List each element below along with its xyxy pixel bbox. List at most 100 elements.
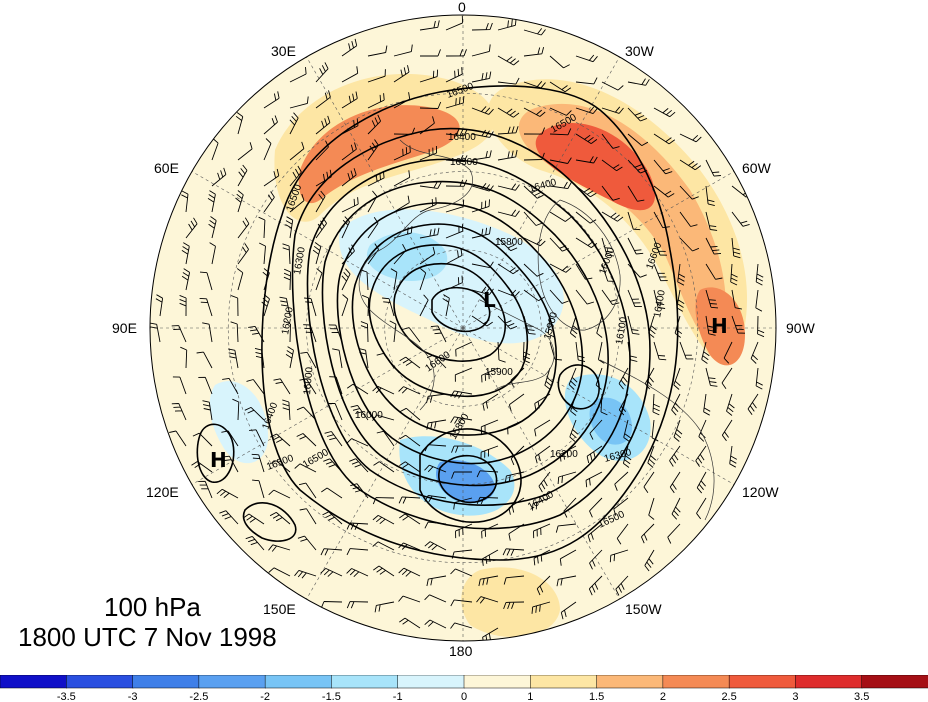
- wind-barb: [216, 488, 239, 499]
- wind-barb: [723, 341, 733, 364]
- wind-barb: [296, 406, 317, 421]
- wind-barb: [569, 315, 579, 338]
- wind-barb: [424, 594, 447, 603]
- wind-barb: [549, 107, 572, 116]
- wind-barb: [320, 567, 343, 577]
- wind-barb: [669, 445, 681, 467]
- wind-barb: [315, 169, 332, 187]
- wind-barb: [502, 548, 525, 556]
- wind-barb: [701, 341, 710, 364]
- contour-label: 16400: [448, 132, 476, 143]
- wind-barb: [671, 393, 681, 416]
- wind-barb: [254, 347, 265, 369]
- wind-barb: [601, 211, 624, 222]
- wind-barb: [523, 152, 545, 161]
- wind-barb: [419, 246, 436, 265]
- wind-barb: [237, 164, 248, 187]
- wind-barb: [237, 243, 249, 265]
- contour-label: 16200: [550, 449, 578, 460]
- wind-barb: [726, 393, 735, 416]
- wind-barb: [696, 471, 707, 494]
- wind-barb: [534, 419, 551, 437]
- contour-label: 16200: [280, 306, 296, 336]
- low-center-marker: L: [483, 288, 496, 312]
- anomaly-negative-west: [209, 381, 269, 464]
- wind-barb: [445, 49, 467, 57]
- wind-barb: [259, 242, 266, 265]
- wind-barb: [372, 497, 395, 505]
- wind-barb: [358, 348, 369, 369]
- wind-barb: [376, 430, 395, 447]
- wind-barb: [209, 242, 216, 265]
- wind-barb: [547, 315, 555, 338]
- wind-barb: [455, 341, 473, 357]
- colorbar-tick-label: -1.5: [322, 691, 341, 702]
- wind-barb: [497, 341, 506, 363]
- wind-barb: [569, 419, 579, 442]
- wind-barb: [393, 226, 413, 239]
- wind-barb: [322, 511, 343, 525]
- wind-barb: [298, 482, 317, 499]
- wind-barb: [419, 181, 442, 189]
- wind-barb: [367, 93, 385, 109]
- wind-barb: [367, 217, 379, 239]
- wind-barb: [261, 294, 270, 317]
- wind-barb: [450, 416, 473, 425]
- wind-barb: [523, 289, 545, 302]
- wind-barb: [191, 461, 213, 473]
- wind-barb: [245, 535, 265, 551]
- wind-barb: [445, 199, 465, 213]
- wind-barb: [627, 185, 645, 202]
- wind-barb: [303, 324, 317, 343]
- wind-barb: [471, 286, 494, 296]
- wind-barb: [454, 367, 473, 382]
- wind-barb: [497, 126, 519, 135]
- wind-barb: [575, 77, 598, 85]
- wind-barb: [445, 128, 468, 137]
- wind-barb: [289, 67, 307, 83]
- wind-barb: [532, 497, 551, 511]
- wind-barb: [544, 367, 553, 390]
- wind-barb: [399, 461, 421, 473]
- wind-barb: [393, 195, 410, 213]
- wind-barb: [230, 295, 239, 317]
- wind-barb: [235, 112, 244, 135]
- wind-barb: [653, 263, 668, 282]
- colorbar-tick-label: 0: [461, 691, 467, 702]
- wind-barb: [362, 294, 370, 317]
- wind-barb: [289, 193, 305, 213]
- wind-barb: [237, 217, 250, 239]
- wind-barb: [398, 595, 421, 603]
- wind-barb: [471, 129, 494, 138]
- wind-barb: [560, 601, 577, 620]
- wind-barb: [596, 315, 603, 338]
- coastline-eurasia: [358, 139, 473, 411]
- wind-barb: [559, 445, 577, 462]
- contour-label: 16400: [652, 289, 668, 319]
- wind-barb: [679, 185, 699, 200]
- anomaly-positive-europe-core: [298, 105, 460, 204]
- high-center-marker-west: H: [210, 448, 227, 472]
- wind-barb: [450, 599, 473, 607]
- colorbar-swatch: [66, 675, 134, 689]
- wind-barb: [589, 549, 603, 570]
- wind-barb: [480, 445, 499, 460]
- wind-barb: [589, 497, 603, 518]
- wind-barb: [402, 327, 421, 343]
- wind-barb: [705, 367, 718, 387]
- wind-barb: [721, 367, 733, 389]
- wind-barb: [273, 378, 291, 395]
- wind-barb: [601, 133, 620, 149]
- wind-barb: [549, 263, 572, 273]
- wind-barb: [350, 483, 369, 499]
- contour-trough-bering: [419, 428, 522, 523]
- wind-barbs: [150, 15, 765, 641]
- wind-barb: [282, 399, 291, 421]
- wind-barb: [651, 419, 659, 442]
- wind-barb: [323, 458, 343, 473]
- anomaly-positive-na: [695, 287, 745, 366]
- wind-barb: [471, 71, 492, 83]
- wind-barb: [232, 398, 240, 421]
- colorbar-swatch: [596, 675, 664, 689]
- colorbar-swatch: [530, 675, 598, 689]
